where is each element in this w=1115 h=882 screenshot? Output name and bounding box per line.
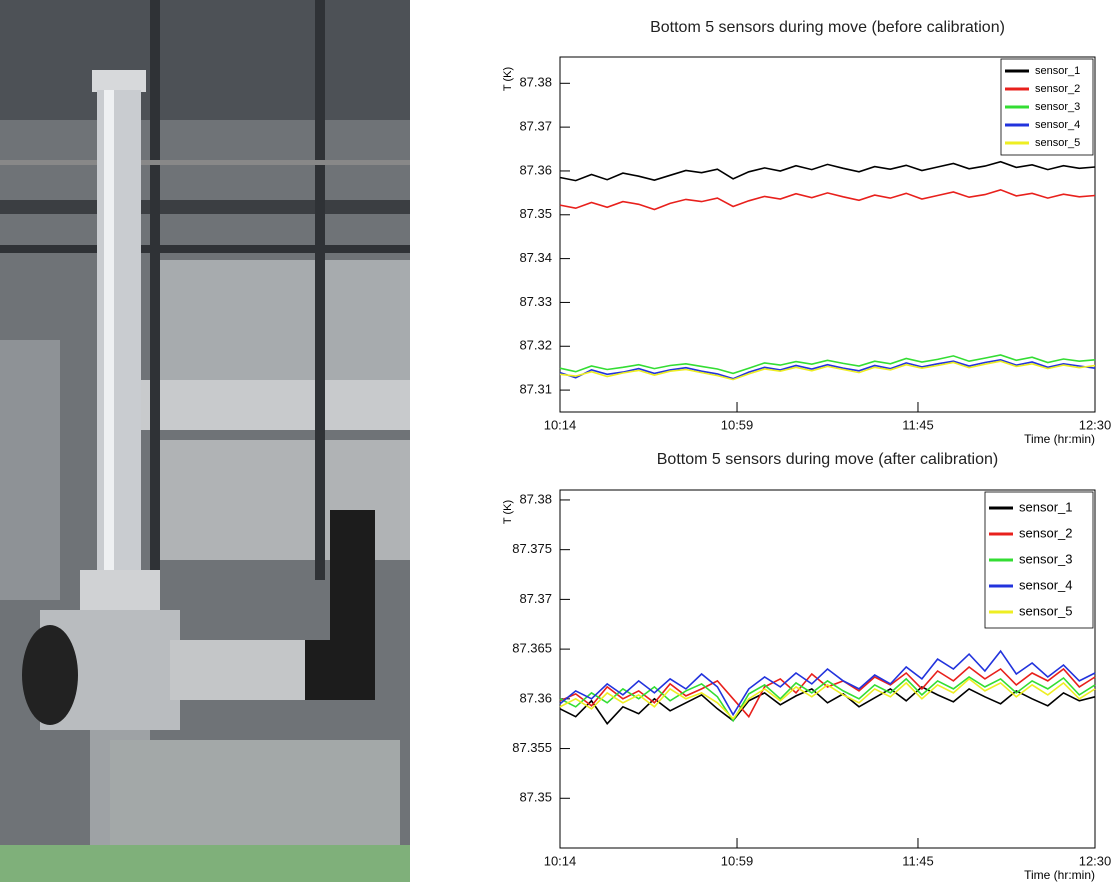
photo (0, 0, 410, 882)
y-tick-label: 87.375 (512, 541, 552, 556)
plot-frame (559, 56, 1096, 413)
y-tick-label: 87.31 (519, 382, 552, 397)
x-tick-label: 12:30 (1079, 417, 1112, 432)
x-tick-label: 10:59 (721, 417, 754, 432)
y-tick-label: 87.38 (519, 75, 552, 90)
series-line (559, 665, 1096, 719)
beam (0, 200, 410, 214)
series-line (559, 649, 1096, 717)
series-line (559, 354, 1096, 375)
y-tick-label: 87.32 (519, 338, 552, 353)
railing (0, 160, 410, 165)
ceiling (0, 0, 410, 120)
plot-frame (559, 489, 1096, 849)
series-line (559, 358, 1096, 380)
motor (305, 640, 375, 700)
y-tick-label: 87.35 (519, 790, 552, 805)
y-tick-label: 87.35 (519, 206, 552, 221)
y-axis-label: T (K) (502, 67, 514, 91)
beam (0, 245, 410, 253)
x-tick-label: 11:45 (902, 417, 934, 432)
legend-label: sensor_4 (1019, 577, 1072, 592)
charts: Bottom 5 sensors during move (before cal… (502, 19, 1112, 882)
x-tick-label: 12:30 (1079, 853, 1112, 868)
actuator (170, 640, 310, 700)
legend-label: sensor_5 (1035, 137, 1080, 149)
wall-panel (160, 260, 410, 390)
series-line (559, 188, 1096, 211)
y-tick-label: 87.36 (519, 162, 552, 177)
legend-label: sensor_1 (1035, 65, 1080, 77)
y-tick-label: 87.355 (512, 740, 552, 755)
chart-title: Bottom 5 sensors during move (after cali… (657, 451, 998, 468)
legend-label: sensor_3 (1035, 101, 1080, 113)
legend-label: sensor_1 (1019, 499, 1072, 514)
y-axis-label: T (K) (502, 500, 514, 524)
motor (330, 510, 375, 640)
x-tick-label: 11:45 (902, 853, 934, 868)
legend-label: sensor_2 (1035, 83, 1080, 95)
scaffold (0, 340, 60, 600)
legend-label: sensor_3 (1019, 551, 1072, 566)
legend-label: sensor_5 (1019, 603, 1072, 618)
duct (140, 380, 410, 430)
y-tick-label: 87.34 (519, 250, 552, 265)
x-axis-label: Time (hr:min) (1024, 868, 1095, 882)
series-line (559, 676, 1096, 723)
x-tick-label: 10:59 (721, 853, 754, 868)
legend-box (1000, 58, 1094, 156)
y-tick-label: 87.365 (512, 641, 552, 656)
cylinder (97, 90, 141, 580)
port (22, 625, 78, 725)
y-tick-label: 87.33 (519, 294, 552, 309)
y-tick-label: 87.36 (519, 690, 552, 705)
flange (92, 70, 146, 92)
x-axis-label: Time (hr:min) (1024, 432, 1095, 446)
x-tick-label: 10:14 (544, 417, 577, 432)
column (150, 0, 160, 600)
y-tick-label: 87.37 (519, 119, 552, 134)
legend-label: sensor_4 (1035, 119, 1080, 131)
series-line (559, 360, 1096, 381)
y-tick-label: 87.38 (519, 491, 552, 506)
y-tick-label: 87.37 (519, 591, 552, 606)
column (315, 0, 325, 580)
flange (80, 570, 160, 610)
frame (110, 740, 400, 850)
chart-title: Bottom 5 sensors during move (before cal… (650, 19, 1005, 36)
legend-label: sensor_2 (1019, 525, 1072, 540)
floor-green (0, 845, 410, 882)
x-tick-label: 10:14 (544, 853, 577, 868)
cylinder-highlight (104, 90, 114, 580)
series-line (559, 677, 1096, 720)
series-line (559, 160, 1096, 182)
